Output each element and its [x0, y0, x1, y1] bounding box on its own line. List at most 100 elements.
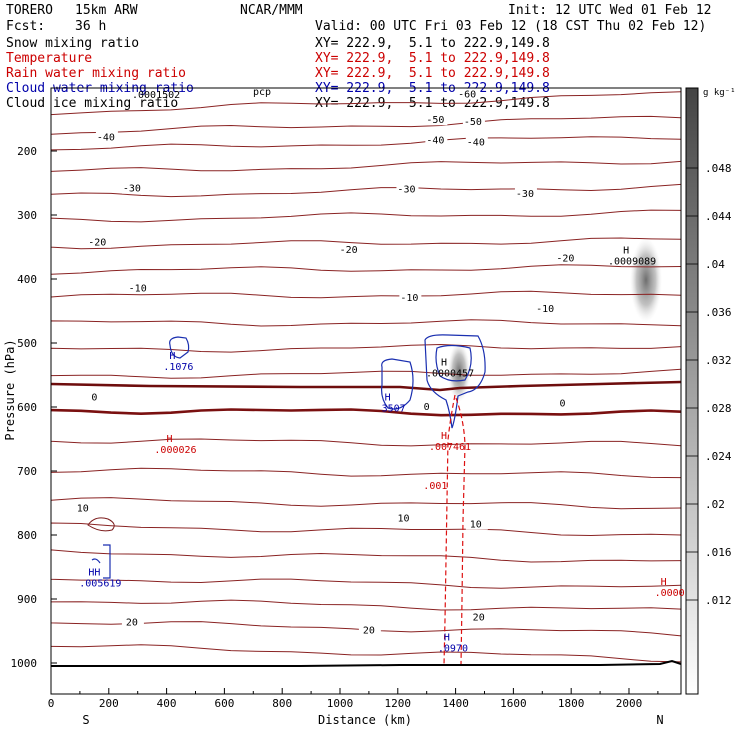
colorbar-tick-label: .02 — [705, 498, 725, 511]
colorbar-tick-label: .032 — [705, 354, 732, 367]
isotherm-label: -40 — [97, 132, 115, 143]
x-tick-label: 400 — [157, 697, 177, 710]
cloud-water-contour-central-a — [381, 358, 414, 410]
freezing-level-line — [51, 380, 681, 392]
isotherm-label-bg — [425, 134, 448, 146]
isotherm-line — [51, 578, 681, 589]
legend-temperature: Temperature — [6, 51, 93, 66]
y-tick-label: 600 — [17, 401, 37, 414]
isotherm-label: -10 — [400, 293, 418, 304]
colorbar-tick-label: .036 — [705, 306, 732, 319]
y-axis: 200 300 400 500 600 700 800 900 1000 Pressure (hP… — [3, 145, 57, 670]
cloud-water-contour-south — [103, 544, 111, 579]
overlapped-label-b: pcp — [253, 87, 272, 98]
ice-shade-north — [630, 238, 662, 322]
colorbar-ticks: .048 .044 .04 .036 .032 .028 .024 .02 .016 .012 — [686, 162, 732, 607]
isotherm-label: 0 — [559, 399, 565, 410]
isotherm-line — [51, 438, 681, 447]
isotherm-label-bg — [72, 502, 95, 514]
isotherm-line — [51, 290, 681, 299]
x-tick-label: 1800 — [558, 697, 585, 710]
y-tick-label: 400 — [17, 273, 37, 286]
colorbar — [685, 87, 699, 695]
rain-contour-east — [455, 397, 466, 666]
plot-frame — [50, 87, 682, 695]
model-name: TORERO — [6, 3, 53, 18]
legend-snow-xy: XY= 222.9, 5.1 to 222.9,149.8 — [315, 36, 550, 51]
isotherm-label: -60 — [458, 90, 476, 101]
isotherm-line — [51, 467, 681, 479]
rain-contour-label: .001 — [423, 481, 447, 492]
x-tick-label: 1200 — [385, 697, 412, 710]
cloud-water-contour-central-c — [435, 344, 472, 382]
maximum-value: .0000457 — [426, 368, 474, 379]
x-tick-label: 800 — [272, 697, 292, 710]
maximum-value: .0009089 — [608, 256, 656, 267]
isotherm-label-bg — [416, 400, 439, 412]
cloud-water-contour-central-b — [424, 334, 486, 429]
y-tick-label: 800 — [17, 529, 37, 542]
isotherm-label: -30 — [516, 189, 534, 200]
x-tick-label: 1400 — [442, 697, 469, 710]
maximum-marker: H — [623, 245, 629, 256]
south-label: S — [82, 713, 89, 727]
isotherm-label-bg — [535, 303, 558, 314]
isotherm-label: 0 — [424, 402, 430, 413]
isotherm-label: -40 — [426, 136, 444, 147]
legend-rain-xy: XY= 222.9, 5.1 to 222.9,149.8 — [315, 66, 550, 81]
isotherm-labels: -60 -50 -50 -40 -40 -40 -30 -30 -30 -20 -20 -20 -10 -… — [72, 88, 578, 636]
isotherm-line — [51, 497, 681, 510]
maximum-value: .005619 — [79, 578, 121, 589]
isotherm-label: 20 — [473, 612, 485, 623]
ground-line — [51, 659, 682, 667]
x-tick-label: 2000 — [616, 697, 643, 710]
y-tick-label: 900 — [17, 593, 37, 606]
isotherm-label: -30 — [397, 184, 415, 195]
isotherm-line — [51, 264, 681, 275]
colorbar-tick-label: .012 — [705, 594, 732, 607]
x-axis: 0 200 400 600 800 1000 1200 1400 1600 1800 2000 Dis… — [48, 688, 664, 727]
north-label: N — [656, 713, 663, 727]
y-tick-label: 200 — [17, 145, 37, 158]
isotherm-line — [51, 549, 681, 563]
isotherm-label-bg — [84, 391, 107, 403]
isotherm-line — [51, 368, 681, 379]
maximum-marker: H — [166, 434, 172, 445]
y-tick-label: 1000 — [11, 657, 38, 670]
isotherm-label: 10 — [398, 513, 410, 524]
maximum-value: .0970 — [438, 644, 468, 655]
rain-contour-west — [443, 394, 456, 666]
isotherm-lines — [51, 91, 681, 663]
isotherm-label-bg — [121, 182, 144, 194]
isotherm-label-bg — [552, 397, 575, 409]
cloud-water-contour-south-b — [91, 558, 101, 564]
isotherm-label: -40 — [467, 138, 485, 149]
isotherm-label-bg — [338, 244, 361, 256]
isotherm-label: 20 — [363, 625, 375, 636]
isotherm-label: 10 — [470, 520, 482, 531]
isotherm-label: 20 — [126, 618, 138, 629]
maximum-marker: H — [444, 633, 450, 644]
isotherm-label-bg — [555, 252, 578, 264]
isotherm-label: -20 — [340, 245, 358, 256]
isotherm-label: 10 — [77, 504, 89, 515]
isotherm-line — [51, 136, 681, 151]
forecast-hour: 36 h — [75, 19, 107, 34]
isotherm-label-bg — [465, 136, 488, 148]
colorbar-unit: g kg⁻¹ — [703, 88, 736, 98]
isotherm-line — [51, 115, 681, 135]
maximum-value: .000026 — [154, 445, 196, 456]
x-tick-label: 1000 — [327, 697, 354, 710]
valid-time: Valid: 00 UTC Fri 03 Feb 12 (18 CST Thu … — [315, 19, 707, 34]
isotherm-label-bg — [87, 236, 110, 248]
isotherm-label: -10 — [129, 284, 147, 295]
x-axis-title: Distance (km) — [318, 713, 412, 727]
y-axis-title: Pressure (hPa) — [3, 339, 17, 440]
legend-cloud-ice: Cloud ice mixing ratio — [6, 96, 179, 111]
maxima-labels: H.1076H3507H.0000457H.0009089H.000026H.0… — [79, 245, 684, 654]
isotherm-line — [51, 522, 681, 537]
isotherm-label: 0 — [91, 392, 97, 403]
legend-rain: Rain water mixing ratio — [6, 66, 187, 81]
isotherm-label-bg — [514, 187, 537, 199]
x-tick-label: 1600 — [500, 697, 527, 710]
